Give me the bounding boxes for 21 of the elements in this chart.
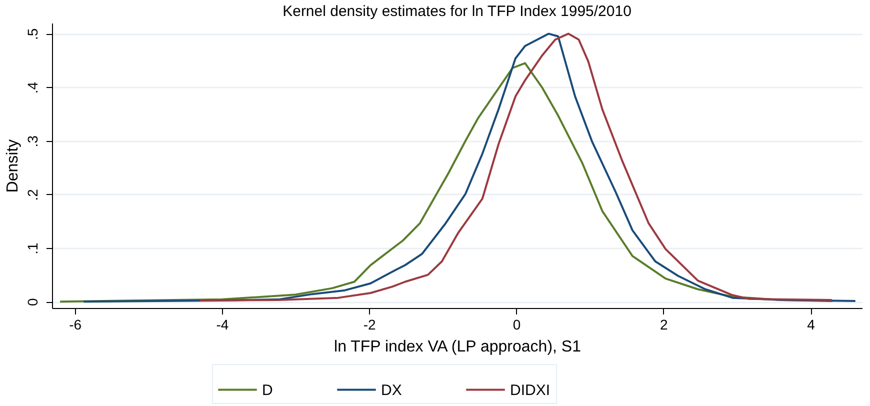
- y-tick-label: .4: [24, 82, 40, 94]
- x-tick-label: 2: [660, 316, 668, 332]
- legend-label: D: [262, 382, 273, 399]
- line-series: [59, 62, 834, 303]
- legend-label: DIDXI: [510, 382, 550, 399]
- y-tick-label: 0: [24, 298, 40, 306]
- y-tick-label: .3: [24, 135, 40, 148]
- line-series: [82, 32, 856, 303]
- line-series: [198, 32, 833, 302]
- y-tick-label: .2: [24, 188, 40, 201]
- x-axis-title: ln TFP index VA (LP approach), S1: [334, 338, 582, 356]
- x-tick-label: 4: [807, 316, 816, 332]
- y-tick-label: .1: [24, 242, 40, 254]
- y-axis-title: Density: [4, 139, 22, 193]
- x-tick-label: -6: [69, 316, 82, 332]
- legend-label: DX: [381, 382, 402, 399]
- x-tick-label: -4: [216, 316, 229, 332]
- x-tick-label: -2: [363, 316, 376, 332]
- y-tick-label: .5: [24, 28, 40, 40]
- x-tick-label: 0: [512, 316, 521, 332]
- chart-title: Kernel density estimates for ln TFP Index 1995/2010: [282, 3, 632, 20]
